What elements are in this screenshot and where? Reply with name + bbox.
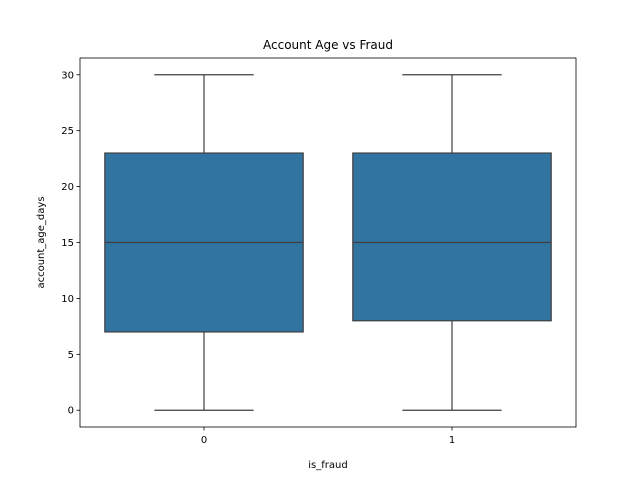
y-tick-label: 0	[68, 406, 74, 417]
box-group-1	[352, 74, 552, 411]
y-tick-label: 25	[61, 126, 74, 137]
box-group-0	[104, 74, 304, 411]
box-iqr	[352, 152, 552, 322]
x-tick-label: 1	[449, 435, 455, 446]
boxes-layer	[104, 74, 552, 411]
x-axis-label: is_fraud	[308, 460, 347, 471]
y-tick-label: 5	[68, 350, 74, 361]
x-tick-label: 0	[201, 435, 207, 446]
y-axis-label: account_age_days	[36, 196, 47, 288]
y-tick-label: 30	[61, 70, 74, 81]
y-tick-label: 20	[61, 182, 74, 193]
y-tick-label: 10	[61, 294, 74, 305]
chart-title: Account Age vs Fraud	[263, 38, 393, 52]
y-tick-label: 15	[61, 238, 74, 249]
y-axis: 0 5 10 15 20 25 30	[61, 70, 80, 417]
